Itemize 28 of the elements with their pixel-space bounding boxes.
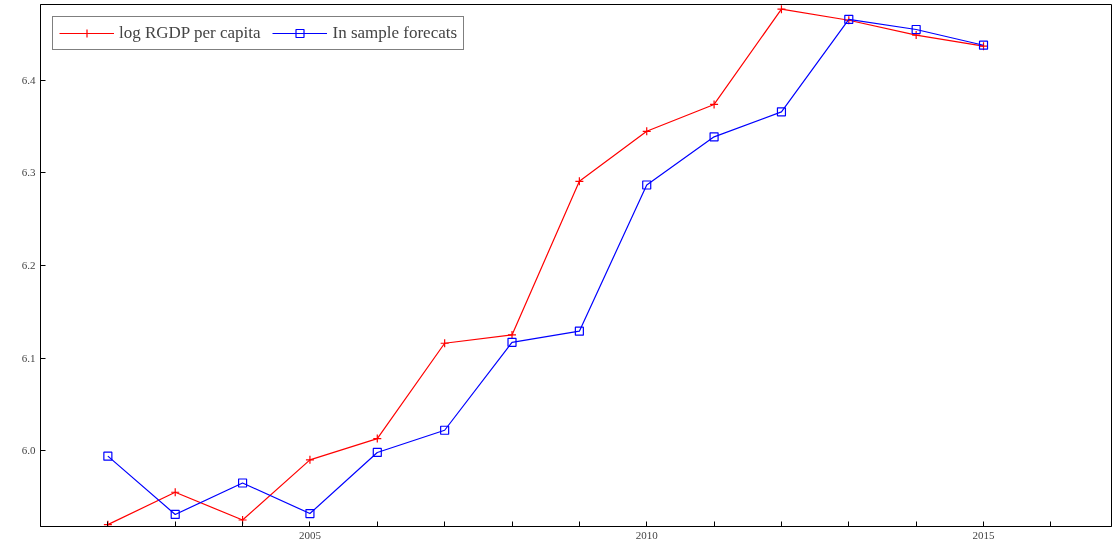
point bbox=[103, 520, 113, 527]
y-tick-label: 6.3 bbox=[21, 166, 36, 179]
point bbox=[103, 451, 113, 461]
point bbox=[237, 478, 248, 488]
y-tick-label: 6.0 bbox=[21, 444, 36, 457]
point bbox=[574, 326, 584, 336]
legend-label: In sample forecats bbox=[332, 23, 458, 43]
point bbox=[440, 425, 450, 435]
point bbox=[372, 447, 382, 458]
x-tick-label: 2015 bbox=[972, 528, 996, 541]
point bbox=[170, 509, 180, 520]
point bbox=[305, 455, 315, 465]
x-tick-label: 2005 bbox=[298, 528, 322, 541]
point bbox=[305, 508, 315, 519]
y-tick-label: 6.4 bbox=[21, 73, 36, 86]
point bbox=[709, 132, 719, 142]
y-tick-label: 6.2 bbox=[21, 259, 36, 271]
point bbox=[776, 4, 787, 14]
point bbox=[776, 107, 787, 117]
x-tick-label: 2010 bbox=[635, 528, 659, 541]
point bbox=[237, 515, 248, 525]
point bbox=[642, 180, 652, 190]
y-tick-label: 6.1 bbox=[21, 351, 36, 364]
point bbox=[911, 24, 921, 35]
legend-label: log RGDP per capita bbox=[119, 23, 261, 43]
point bbox=[709, 99, 719, 110]
point bbox=[911, 30, 921, 40]
point bbox=[507, 337, 517, 347]
